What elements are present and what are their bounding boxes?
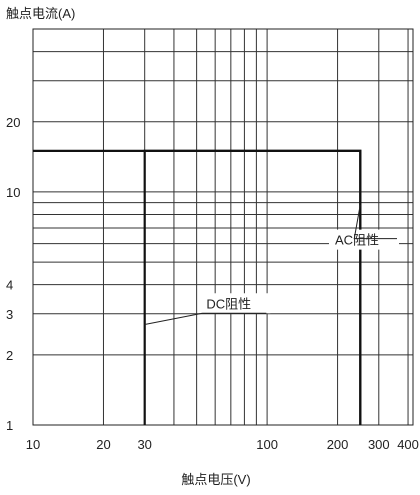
annotation-leader-ac [353,204,397,240]
y-tick-label: 20 [6,115,20,130]
y-tick-label: 10 [6,185,20,200]
series-line-ac-resistive [33,149,362,425]
y-tick-label: 3 [6,307,13,322]
x-tick-label: 30 [137,437,151,452]
x-tick-label: 20 [96,437,110,452]
x-tick-label: 400 [397,437,419,452]
annotation-bg-dc [200,293,271,314]
y-tick-label: 4 [6,278,13,293]
grid-lines [33,29,413,425]
x-tick-label: 300 [368,437,390,452]
annotation-leader-dc [144,312,267,325]
y-tick-label: 1 [6,418,13,433]
x-tick-label: 10 [26,437,40,452]
y-axis-title: 触点电流(A) [6,6,75,21]
x-axis-title: 触点电压(V) [181,472,250,487]
x-tick-label: 200 [327,437,349,452]
annotations: AC阻性 DC阻性 [144,204,399,325]
tick-labels: 10 20 30 100 200 300 400 1 2 3 4 10 20 [6,115,419,452]
y-tick-label: 2 [6,348,13,363]
x-tick-label: 100 [256,437,278,452]
plot-frame [32,28,414,426]
series-group [33,149,362,425]
annotation-label-dc: DC阻性 [206,296,251,311]
annotation-bg-ac [328,229,399,250]
annotation-label-ac: AC阻性 [335,233,379,248]
